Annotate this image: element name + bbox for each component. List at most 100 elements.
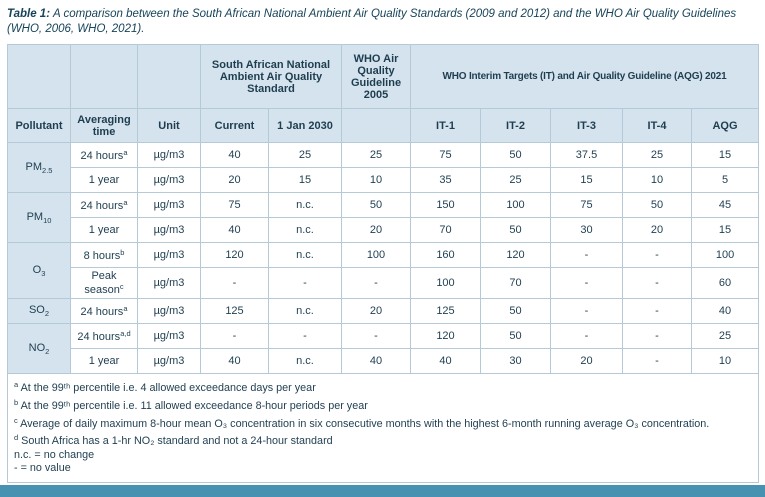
- averaging-time-cell: 24 hoursa: [70, 192, 138, 219]
- value-cell: 30: [480, 348, 551, 375]
- pollutant-name: O: [32, 263, 42, 276]
- value-cell: -: [622, 348, 692, 375]
- footnote-text: At the 99ᵗʰ percentile i.e. 11 allowed e…: [20, 399, 368, 412]
- value-cell: 30: [550, 217, 623, 244]
- value-cell: -: [622, 298, 692, 325]
- value-cell: 40: [410, 348, 481, 375]
- value-cell: 120: [480, 242, 551, 269]
- blank-header-cell: [70, 44, 138, 110]
- who2021-group-header: WHO Interim Targets (IT) and Air Quality…: [409, 44, 760, 110]
- value-cell: 70: [480, 267, 551, 300]
- value-cell: 45: [690, 192, 760, 219]
- unit-cell: µg/m3: [137, 142, 201, 169]
- pollutant-name: PM: [25, 160, 43, 173]
- value-cell: -: [268, 323, 342, 350]
- value-cell: 20: [622, 217, 692, 244]
- value-cell: 50: [622, 192, 692, 219]
- value-cell: 125: [200, 298, 269, 325]
- averaging-time-cell: 24 hoursa,d: [70, 323, 138, 350]
- value-cell: 25: [341, 142, 411, 169]
- page: Table 1: A comparison between the South A…: [0, 7, 765, 497]
- it3-header: IT-3: [550, 108, 623, 144]
- table-row: SO2 24 hoursa µg/m3 125 n.c. 20 125 50- -40: [7, 298, 760, 325]
- averaging-time-text: 1 year: [88, 355, 120, 368]
- bottom-accent-bar: [0, 485, 765, 497]
- value-cell: 50: [480, 298, 551, 325]
- value-cell: 70: [410, 217, 481, 244]
- footnote-superscript: c: [14, 415, 18, 425]
- value-cell: 40: [690, 298, 760, 325]
- value-cell: -: [268, 267, 342, 300]
- value-cell: 120: [200, 242, 269, 269]
- blank-header-cell: [341, 108, 411, 144]
- averaging-time-superscript: a: [123, 148, 128, 158]
- value-cell: 15: [550, 167, 623, 194]
- footnote-line: - = no value: [14, 462, 752, 476]
- footnote-line: a At the 99ᵗʰ percentile i.e. 4 allowed …: [14, 378, 752, 396]
- pollutant-cell: NO2: [7, 323, 71, 375]
- averaging-time-text: 24 hours: [80, 150, 124, 163]
- footnote-line: d South Africa has a 1-hr NO₂ standard a…: [14, 431, 752, 449]
- unit-cell: µg/m3: [137, 323, 201, 350]
- value-cell: 40: [200, 217, 269, 244]
- footnote-line: c Average of daily maximum 8-hour mean O…: [14, 414, 752, 432]
- table-row: O3 8 hoursb µg/m3 120 n.c. 100 160 120- -100: [7, 242, 760, 300]
- value-cell: -: [550, 242, 623, 269]
- unit-header: Unit: [137, 108, 201, 144]
- pollutant-header: Pollutant: [7, 108, 71, 144]
- value-cell: 75: [550, 192, 623, 219]
- value-cell: -: [550, 267, 623, 300]
- averaging-time-text: 24 hours: [80, 200, 124, 213]
- value-cell: 125: [410, 298, 481, 325]
- unit-cell: µg/m3: [137, 167, 201, 194]
- table-row: PM2.5 24 hoursa µg/m3 40 25 25 75 50 37.5 25 15: [7, 142, 760, 194]
- footnote-text: - = no value: [14, 462, 71, 475]
- value-cell: 20: [550, 348, 623, 375]
- averaging-time-cell: 8 hoursb: [70, 242, 138, 269]
- pollutant-cell: PM10: [7, 192, 71, 244]
- value-cell: 20: [200, 167, 269, 194]
- value-cell: 50: [480, 142, 551, 169]
- table-caption-label: Table 1:: [7, 8, 51, 20]
- pollutant-subscript: 2: [44, 309, 50, 319]
- table-caption: Table 1: A comparison between the South A…: [7, 7, 755, 37]
- jan-2030-header: 1 Jan 2030: [268, 108, 342, 144]
- pollutant-subscript: 3: [41, 268, 46, 278]
- value-cell: 20: [341, 298, 411, 325]
- value-cell: 50: [341, 192, 411, 219]
- table-row: PM10 24 hoursa µg/m3 75 n.c. 50 150 100 75 50 45: [7, 192, 760, 244]
- value-cell: -: [622, 242, 692, 269]
- averaging-time-cell: Peak seasonc: [70, 267, 138, 300]
- value-cell: 60: [690, 267, 760, 300]
- sa-standard-group-header: South African National Ambient Air Quali…: [200, 44, 342, 110]
- value-cell: n.c.: [268, 217, 342, 244]
- table-row: 1 year µg/m3 20 15 10 35 25 15 10 5: [8, 167, 760, 194]
- averaging-time-superscript: a: [123, 304, 128, 314]
- unit-cell: µg/m3: [137, 267, 201, 300]
- footnotes-row: a At the 99ᵗʰ percentile i.e. 4 allowed …: [6, 373, 760, 483]
- footnotes-cell: a At the 99ᵗʰ percentile i.e. 4 allowed …: [6, 373, 760, 483]
- unit-cell: µg/m3: [137, 298, 201, 325]
- footnote-line: b At the 99ᵗʰ percentile i.e. 11 allowed…: [14, 396, 752, 414]
- value-cell: 25: [690, 323, 760, 350]
- table-row: Peak seasonc µg/m3- - -100 70- -60: [8, 267, 760, 300]
- table-row: 1 year µg/m3 40 n.c. 40 40 30 20-10: [8, 348, 760, 375]
- averaging-time-text: 24 hours: [77, 331, 121, 344]
- value-cell: n.c.: [268, 348, 342, 375]
- value-cell: 40: [200, 348, 269, 375]
- averaging-time-superscript: a,d: [120, 329, 131, 339]
- unit-cell: µg/m3: [137, 348, 201, 375]
- averaging-time-cell: 1 year: [70, 167, 138, 194]
- footnote-superscript: a: [14, 380, 19, 390]
- value-cell: -: [200, 267, 269, 300]
- value-cell: 75: [410, 142, 481, 169]
- aqg-header: AQG: [690, 108, 760, 144]
- footnote-superscript: b: [14, 397, 19, 407]
- value-cell: 100: [480, 192, 551, 219]
- blank-header-cell: [7, 44, 71, 110]
- value-cell: -: [550, 323, 623, 350]
- value-cell: 37.5: [550, 142, 623, 169]
- value-cell: 15: [268, 167, 342, 194]
- pollutant-name: NO: [28, 341, 46, 354]
- value-cell: 100: [410, 267, 481, 300]
